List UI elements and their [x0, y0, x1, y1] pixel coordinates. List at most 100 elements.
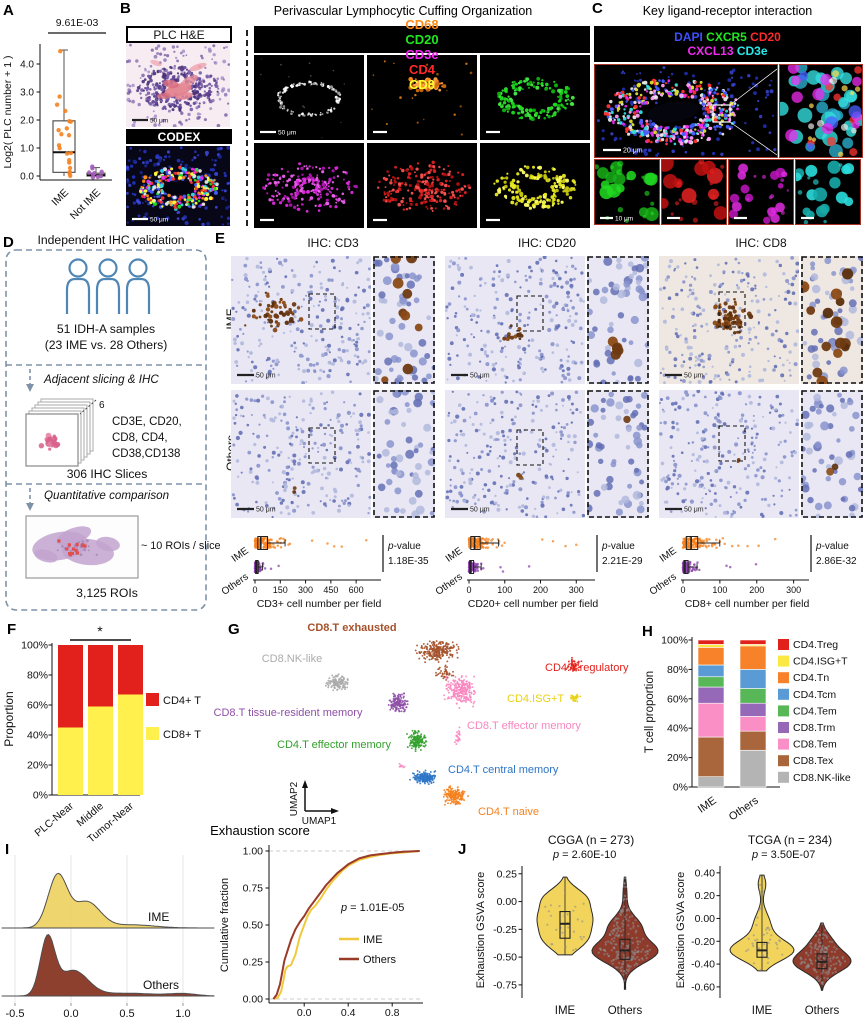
- cd20-channel-image: [480, 55, 590, 140]
- marker-cd8: CD8: [408, 77, 435, 92]
- panel-j-label: J: [458, 841, 467, 858]
- panel-h: H 0% 20% 40% 60% 80% 100% T cell proportion IME…: [640, 615, 865, 824]
- svg-text:p-value: p-value: [601, 541, 635, 552]
- panel-c: C Key ligand-receptor interaction DAPI C…: [590, 0, 865, 230]
- svg-text:200: 200: [533, 585, 548, 595]
- panel-i-label: I: [5, 841, 10, 858]
- svg-text:50 μm: 50 μm: [278, 130, 296, 137]
- cd8-others-inset: [801, 390, 863, 518]
- cd8-ime-image: 50 μm: [659, 256, 799, 384]
- svg-text:20 μm: 20 μm: [623, 148, 643, 155]
- cd3-count-plot: IME Others 0 150 300 450 600 CD3+ cell number p…: [220, 535, 429, 610]
- marker-dapi: DAPI: [406, 0, 437, 2]
- ligand-main-image: 20 μm: [594, 64, 778, 158]
- cd20-others-inset: [587, 390, 649, 518]
- cd68-channel-image: [367, 55, 477, 140]
- svg-text:Others: Others: [220, 571, 251, 597]
- codex-marker-legend: DAPI CD31 CD68 CD20 CD3e CD4 CD8: [254, 0, 590, 92]
- panel-d-label: D: [3, 234, 14, 251]
- panel-g: G CD8.T exhausted CD8.NK-like CD8.T tissue…: [195, 615, 645, 830]
- svg-text:IME: IME: [230, 545, 251, 564]
- svg-text:1.0: 1.0: [20, 144, 34, 155]
- cd8-others-image: 50 μm: [659, 390, 799, 518]
- svg-text:450: 450: [323, 585, 338, 595]
- ihc-cd20-title: IHC: CD20: [517, 236, 576, 250]
- exhaustion-cdf-plot: 0.000.250.500.751.000.0 0.4 0.8p = 1.01E-0…: [219, 845, 423, 1019]
- svg-text:50 μm: 50 μm: [470, 373, 490, 380]
- svg-text:Log2( PLC number + 1 ): Log2( PLC number + 1 ): [2, 56, 14, 169]
- cd3-others-inset: [373, 390, 435, 518]
- cd3e-channel-image: [254, 143, 364, 228]
- marker-dapi: DAPI: [674, 30, 703, 44]
- svg-text:4.0: 4.0: [20, 60, 34, 71]
- svg-text:50 μm: 50 μm: [684, 373, 704, 380]
- svg-text:CD3+ cell number per field: CD3+ cell number per field: [257, 598, 382, 610]
- cxcl13-channel-image: [728, 159, 794, 225]
- ihc-validation-flowchart: 6: [5, 249, 207, 611]
- cd20-ime-inset: [587, 256, 649, 384]
- ihc-cd8-title: IHC: CD8: [735, 236, 787, 250]
- panel-f-label: F: [7, 621, 17, 638]
- svg-text:300: 300: [569, 585, 584, 595]
- svg-text:0.0: 0.0: [20, 172, 34, 183]
- panel-g-label: G: [228, 621, 240, 638]
- cd8-ime-inset: [801, 256, 863, 384]
- ihc-markers-line3: CD38,CD138: [112, 448, 181, 460]
- svg-text:1.18E-35: 1.18E-35: [388, 556, 429, 567]
- panel-c-label: C: [592, 0, 603, 17]
- svg-text:6: 6: [99, 400, 105, 411]
- he-image-label: PLC H&E: [126, 26, 232, 43]
- panel-i: I Exhaustion score IME Others -0.5 0.0 0.5 1.…: [0, 815, 430, 1020]
- sample-split: (23 IME vs. 28 Others): [44, 338, 168, 352]
- marker-cd20: CD20: [746, 30, 781, 44]
- cd8-channel-image: [480, 143, 590, 228]
- roi-total: 3,125 ROIs: [76, 586, 138, 600]
- panel-f: F 0% 20% 40% 60% 80% 100% Proportion PLC-Near Mi…: [0, 615, 201, 845]
- svg-text:50 μm: 50 μm: [256, 373, 276, 380]
- svg-text:100: 100: [497, 585, 512, 595]
- ihc-markers-line1: CD3E, CD20,: [112, 416, 182, 428]
- marker-cd20: CD20: [405, 32, 439, 47]
- exhaustion-title: Exhaustion score: [210, 823, 310, 838]
- ligand-zoom-inset: [779, 64, 863, 158]
- step-slicing-label: Adjacent slicing & IHC: [44, 373, 159, 386]
- ihc-cd3-title: IHC: CD3: [307, 236, 359, 250]
- cgga-violin-plot: CGGA (n = 273)p = 2.60E-100.250.00-0.25-…: [475, 833, 659, 1017]
- sample-count: 51 IDH-A samples: [56, 322, 156, 336]
- svg-text:50 μm: 50 μm: [150, 118, 168, 125]
- svg-text:CD20+ cell number per field: CD20+ cell number per field: [468, 598, 599, 610]
- panel-c-title: Key ligand-receptor interaction: [642, 4, 813, 18]
- panel-e-label: E: [215, 230, 226, 247]
- marker-cxcl13: CXCL13: [687, 44, 734, 58]
- svg-text:50 μm: 50 μm: [470, 507, 490, 514]
- svg-text:2.21E-29: 2.21E-29: [602, 556, 643, 567]
- cd3-ime-image: 50 μm: [231, 256, 371, 384]
- svg-text:2.0: 2.0: [20, 116, 34, 127]
- panel-e: E IME Others IHC: CD3 50 μm 50 μm IME Oth…: [215, 230, 865, 615]
- tcga-violin-plot: TCGA (n = 234)p = 3.50E-070.400.200.00-0…: [675, 833, 852, 1017]
- svg-text:IME: IME: [49, 187, 71, 209]
- panel-d: D 6 Independent IHC validation 51 IDH-A …: [0, 230, 221, 615]
- panel-b-title: Perivascular Lymphocytic Cuffing Organiz…: [273, 4, 533, 18]
- svg-text:10 μm: 10 μm: [615, 216, 633, 223]
- panel-b-label: B: [120, 0, 131, 17]
- codex-channel-grid: 50 μm: [254, 55, 590, 228]
- cd3-ime-inset: [373, 256, 435, 384]
- dashed-divider: [246, 30, 248, 226]
- codex-image-label: CODEX: [126, 129, 232, 144]
- codex-image: 50 μm: [126, 146, 230, 226]
- validation-title: Independent IHC validation: [37, 233, 185, 247]
- cd20-others-image: 50 μm: [445, 390, 585, 518]
- svg-text:Not IME: Not IME: [68, 187, 103, 222]
- svg-text:300: 300: [298, 585, 313, 595]
- svg-text:150: 150: [273, 585, 288, 595]
- svg-text:600: 600: [349, 585, 364, 595]
- marker-cd3e: CD3e: [733, 44, 768, 58]
- ihc-markers-line2: CD8, CD4,: [112, 432, 168, 444]
- cd20-count-plot: IME Others 0 100 200 300 CD20+ cell number per…: [434, 535, 643, 610]
